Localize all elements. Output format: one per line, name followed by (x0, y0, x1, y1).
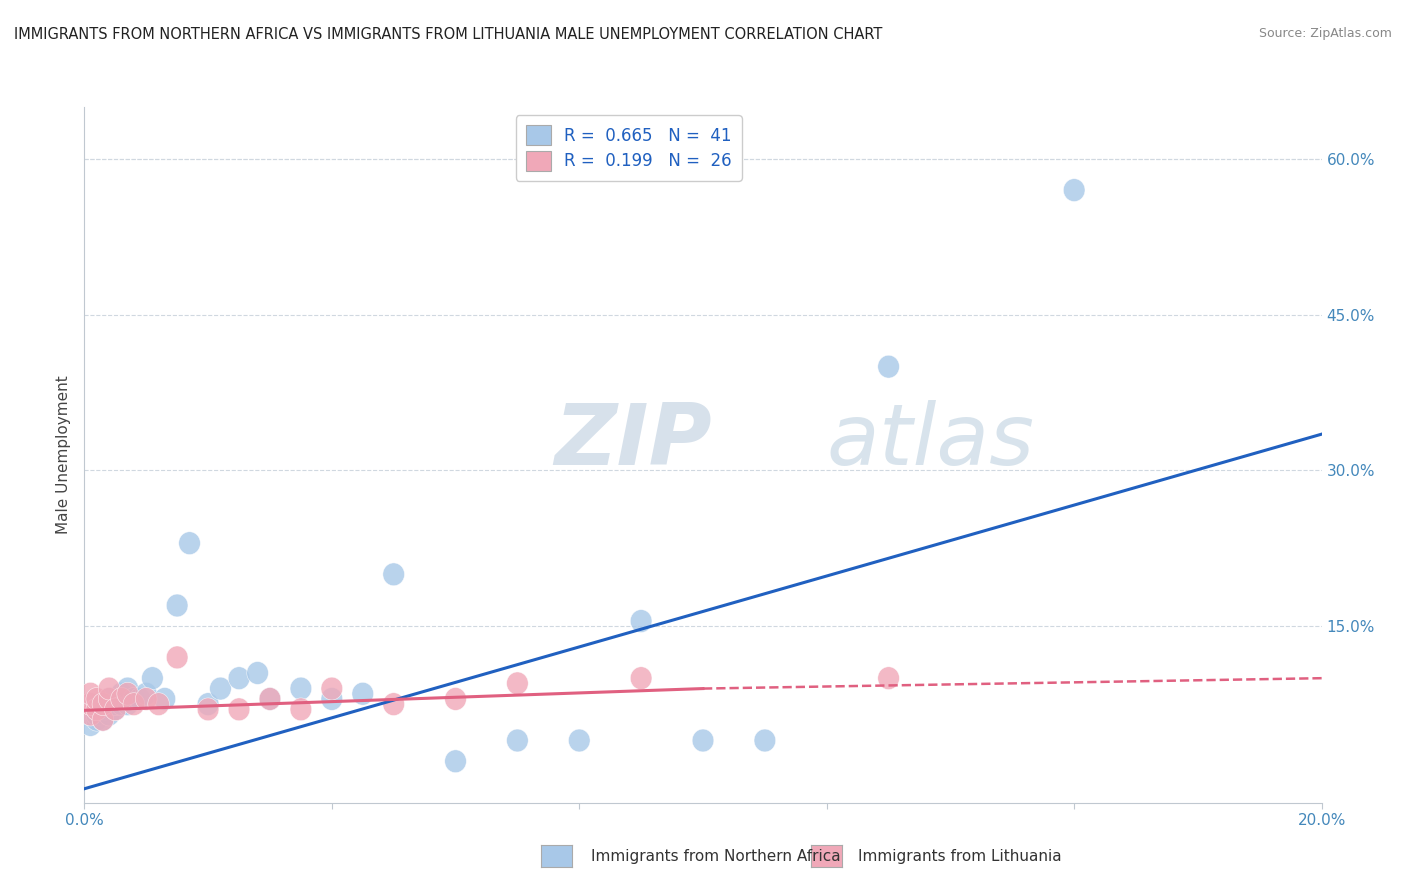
Ellipse shape (506, 729, 529, 752)
Ellipse shape (86, 708, 108, 731)
Text: Source: ZipAtlas.com: Source: ZipAtlas.com (1258, 27, 1392, 40)
Ellipse shape (197, 698, 219, 721)
Ellipse shape (166, 646, 188, 669)
Ellipse shape (80, 693, 101, 715)
Ellipse shape (630, 609, 652, 632)
Ellipse shape (80, 714, 101, 736)
Ellipse shape (259, 688, 281, 710)
Ellipse shape (104, 693, 127, 715)
Ellipse shape (86, 703, 108, 726)
Ellipse shape (135, 682, 157, 706)
Text: ZIP: ZIP (554, 400, 713, 483)
Ellipse shape (111, 688, 132, 710)
Ellipse shape (166, 594, 188, 617)
Ellipse shape (93, 708, 114, 731)
Ellipse shape (247, 662, 269, 684)
Ellipse shape (228, 698, 250, 721)
Ellipse shape (104, 698, 127, 721)
Ellipse shape (86, 698, 108, 721)
Ellipse shape (111, 682, 132, 706)
Ellipse shape (98, 703, 120, 726)
Ellipse shape (93, 693, 114, 715)
Ellipse shape (321, 677, 343, 700)
Y-axis label: Male Unemployment: Male Unemployment (56, 376, 72, 534)
Ellipse shape (98, 688, 120, 710)
Ellipse shape (209, 677, 232, 700)
Ellipse shape (290, 698, 312, 721)
Ellipse shape (321, 688, 343, 710)
Ellipse shape (117, 693, 139, 715)
Ellipse shape (444, 750, 467, 772)
Ellipse shape (148, 693, 170, 715)
Ellipse shape (877, 666, 900, 690)
Ellipse shape (142, 666, 163, 690)
Text: atlas: atlas (827, 400, 1035, 483)
Ellipse shape (93, 693, 114, 715)
Ellipse shape (506, 672, 529, 695)
Ellipse shape (129, 688, 150, 710)
Ellipse shape (135, 688, 157, 710)
Ellipse shape (259, 688, 281, 710)
Ellipse shape (124, 688, 145, 710)
Ellipse shape (98, 688, 120, 710)
Ellipse shape (290, 677, 312, 700)
Ellipse shape (1063, 178, 1085, 202)
Ellipse shape (197, 693, 219, 715)
Ellipse shape (155, 688, 176, 710)
Ellipse shape (80, 703, 101, 726)
Ellipse shape (179, 532, 201, 555)
Ellipse shape (568, 729, 591, 752)
Ellipse shape (630, 666, 652, 690)
Text: IMMIGRANTS FROM NORTHERN AFRICA VS IMMIGRANTS FROM LITHUANIA MALE UNEMPLOYMENT C: IMMIGRANTS FROM NORTHERN AFRICA VS IMMIG… (14, 27, 883, 42)
Ellipse shape (80, 693, 101, 715)
Ellipse shape (692, 729, 714, 752)
Ellipse shape (877, 355, 900, 378)
Text: Immigrants from Lithuania: Immigrants from Lithuania (858, 849, 1062, 863)
Ellipse shape (352, 682, 374, 706)
Legend: R =  0.665   N =  41, R =  0.199   N =  26: R = 0.665 N = 41, R = 0.199 N = 26 (516, 115, 742, 180)
Ellipse shape (117, 677, 139, 700)
Ellipse shape (382, 563, 405, 586)
Ellipse shape (86, 698, 108, 721)
Ellipse shape (124, 693, 145, 715)
Ellipse shape (80, 703, 101, 726)
Ellipse shape (93, 708, 114, 731)
Ellipse shape (111, 693, 132, 715)
Ellipse shape (754, 729, 776, 752)
Ellipse shape (98, 677, 120, 700)
Ellipse shape (117, 682, 139, 706)
Text: Immigrants from Northern Africa: Immigrants from Northern Africa (591, 849, 841, 863)
Ellipse shape (104, 698, 127, 721)
Ellipse shape (228, 666, 250, 690)
Ellipse shape (86, 688, 108, 710)
Ellipse shape (382, 693, 405, 715)
Ellipse shape (444, 688, 467, 710)
Ellipse shape (93, 698, 114, 721)
Ellipse shape (80, 682, 101, 706)
